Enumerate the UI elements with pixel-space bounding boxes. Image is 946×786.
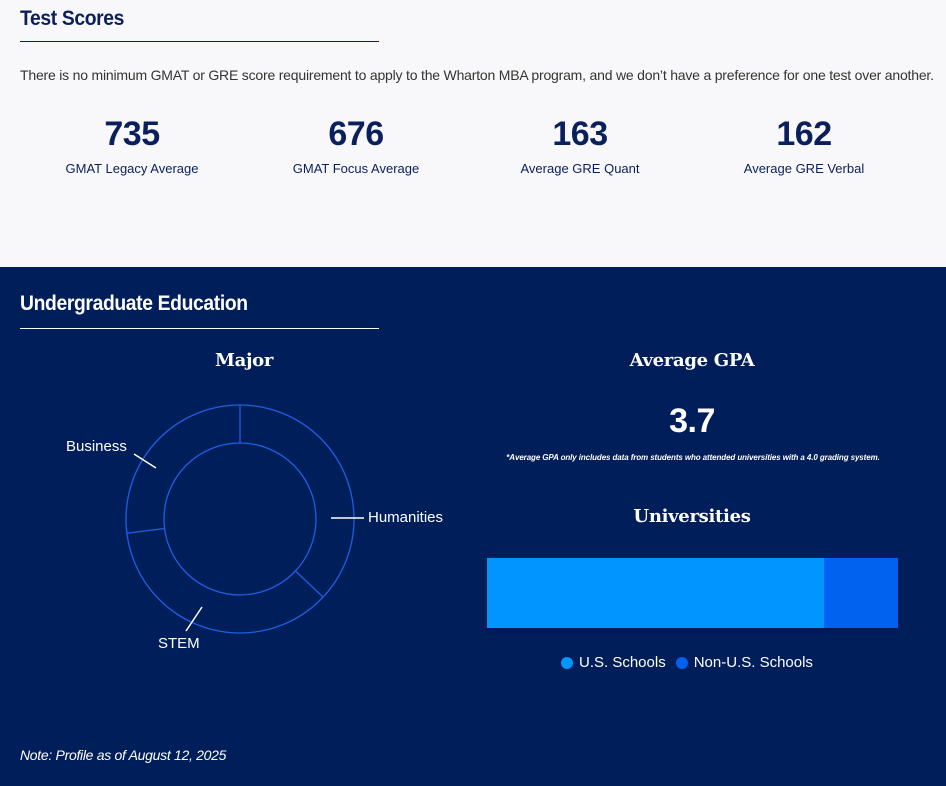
stat-gre-quant: 163 Average GRE Quant [480, 113, 680, 176]
legend-item-non-us: Non-U.S. Schools [675, 654, 813, 671]
universities-legend: U.S. Schools Non-U.S. Schools [561, 654, 823, 671]
stat-value: 676 [328, 115, 384, 153]
stat-value: 162 [776, 115, 832, 153]
leader-line-stem [185, 606, 203, 632]
test-scores-section [0, 0, 946, 267]
stat-label: Average GRE Verbal [743, 161, 865, 176]
major-heading: Major [214, 350, 274, 371]
stat-gmat-legacy: 735 GMAT Legacy Average [32, 113, 232, 176]
title-underline [20, 41, 379, 42]
donut-divider-stem [294, 570, 324, 598]
donut-inner-ring [163, 442, 317, 596]
major-donut-chart [125, 404, 364, 634]
leader-line-business [133, 453, 157, 469]
stat-value: 163 [552, 115, 608, 153]
stat-label: Average GRE Quant [520, 161, 640, 176]
legend-label: Non-U.S. Schools [693, 654, 813, 671]
major-label-stem: STEM [158, 635, 200, 652]
major-label-humanities: Humanities [368, 509, 444, 526]
donut-divider-business [126, 527, 165, 534]
stat-gre-verbal: 162 Average GRE Verbal [704, 113, 904, 176]
bar-segment-us-schools [487, 558, 824, 628]
major-label-business: Business [66, 438, 127, 455]
stat-value: 735 [104, 115, 160, 153]
profile-date-note: Note: Profile as of August 12, 2025 [20, 747, 227, 763]
legend-dot-icon [675, 656, 688, 669]
bar-segment-non-us-schools [824, 558, 898, 628]
universities-heading: Universities [633, 506, 751, 527]
universities-bar-chart [487, 558, 898, 628]
gpa-heading: Average GPA [629, 350, 755, 371]
section-title-test-scores: Test Scores [20, 7, 125, 30]
gpa-value: 3.7 [669, 402, 715, 440]
legend-label: U.S. Schools [579, 654, 666, 671]
donut-group [125, 404, 364, 634]
undergrad-section [0, 267, 946, 786]
section-title-undergrad: Undergraduate Education [20, 292, 248, 315]
stat-label: GMAT Legacy Average [65, 161, 199, 176]
legend-dot-icon [561, 656, 573, 669]
stat-label: GMAT Focus Average [292, 161, 420, 176]
gpa-footnote: *Average GPA only includes data from stu… [506, 453, 880, 462]
legend-item-us: U.S. Schools [561, 654, 666, 671]
title-underline [20, 328, 379, 329]
test-scores-intro: There is no minimum GMAT or GRE score re… [20, 67, 934, 83]
stat-gmat-focus: 676 GMAT Focus Average [256, 113, 456, 176]
bar-baseline [487, 628, 898, 634]
